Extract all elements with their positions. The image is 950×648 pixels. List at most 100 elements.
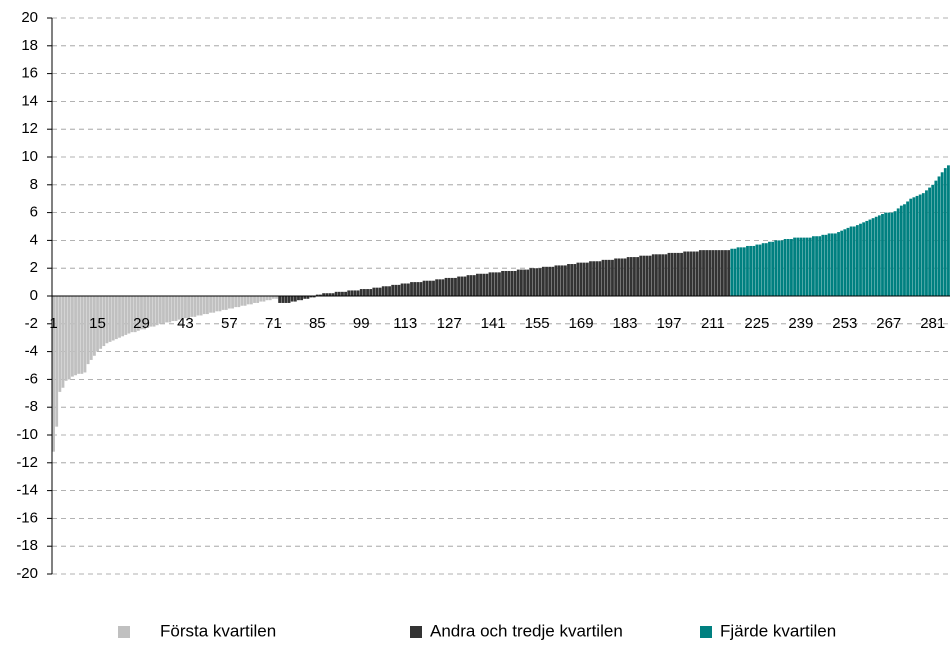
bar [909,198,913,296]
bar [476,273,479,296]
bar [636,257,639,296]
bar [55,296,59,427]
bar [805,237,809,296]
x-tick-label: 225 [744,315,769,332]
bar [425,280,429,296]
bar [52,296,55,452]
bar [507,270,511,296]
bar [702,250,705,296]
bar [758,244,762,296]
y-tick-label: 16 [21,65,38,82]
bar [526,269,530,296]
bar [915,195,919,296]
bar [416,282,420,296]
bar [196,296,200,316]
bar [419,282,423,296]
bar [802,237,806,296]
bar [912,197,916,296]
bar [472,275,476,296]
legend-label: Fjärde kvartilen [720,621,836,640]
bar [187,296,190,319]
bar [655,254,658,296]
bar [114,296,118,340]
bar [871,218,875,296]
bar [617,258,621,296]
bar [325,293,329,296]
bar [573,264,577,296]
bar [315,294,319,296]
y-tick-label: 20 [21,9,38,26]
bar [786,239,790,296]
bar [143,296,147,330]
x-tick-label: 99 [353,315,370,332]
bar [300,296,304,301]
bar [149,296,153,327]
y-tick-label: -20 [16,565,38,582]
bar [799,237,803,296]
bar [227,296,231,309]
bar [67,296,71,380]
bar [428,280,432,296]
bar [303,296,307,299]
bar [494,272,498,296]
bar [384,286,388,296]
bar [670,252,674,296]
bar [777,240,781,296]
y-tick-label: 18 [21,37,38,54]
bar [243,296,247,306]
bar [413,282,417,296]
bar [479,273,483,296]
bar [689,251,693,296]
y-tick-label: 10 [21,148,38,165]
bar [290,296,294,302]
bar [259,296,263,302]
bar [570,264,574,296]
bar [498,272,501,296]
bar [849,226,853,296]
bar [661,254,665,296]
bar [363,289,366,296]
bar [501,270,504,296]
bar [400,283,404,296]
bar [928,187,932,296]
bar [620,258,624,296]
bar [375,287,379,296]
bar [519,269,523,296]
y-tick-label: -12 [16,454,38,471]
bar [563,265,567,296]
y-tick-label: -14 [16,482,38,499]
x-tick-label: 155 [525,315,550,332]
bar [89,296,93,360]
bar [736,247,740,296]
y-tick-label: 6 [30,204,38,221]
x-tick-label: 71 [265,315,282,332]
bar [450,277,454,296]
bar [83,296,87,373]
bar [931,184,935,296]
bar [372,287,376,296]
bar [130,296,134,333]
bar [118,296,121,338]
x-tick-label: 267 [876,315,901,332]
bar [322,293,326,296]
bar [554,265,558,296]
bar [739,247,743,296]
x-tick-label: 239 [788,315,813,332]
bar [70,296,74,377]
bar [441,279,445,296]
bar [460,276,464,296]
y-tick-label: -10 [16,426,38,443]
x-tick-label: 141 [481,315,506,332]
bar [287,296,291,303]
bar [92,296,96,356]
bar [673,252,677,296]
bar [567,264,570,296]
bar [551,266,555,296]
bar [510,270,514,296]
bar [943,168,947,296]
bar [353,290,357,296]
bar [171,296,175,322]
bar [808,237,812,296]
bar [312,296,316,298]
bar [582,262,586,296]
